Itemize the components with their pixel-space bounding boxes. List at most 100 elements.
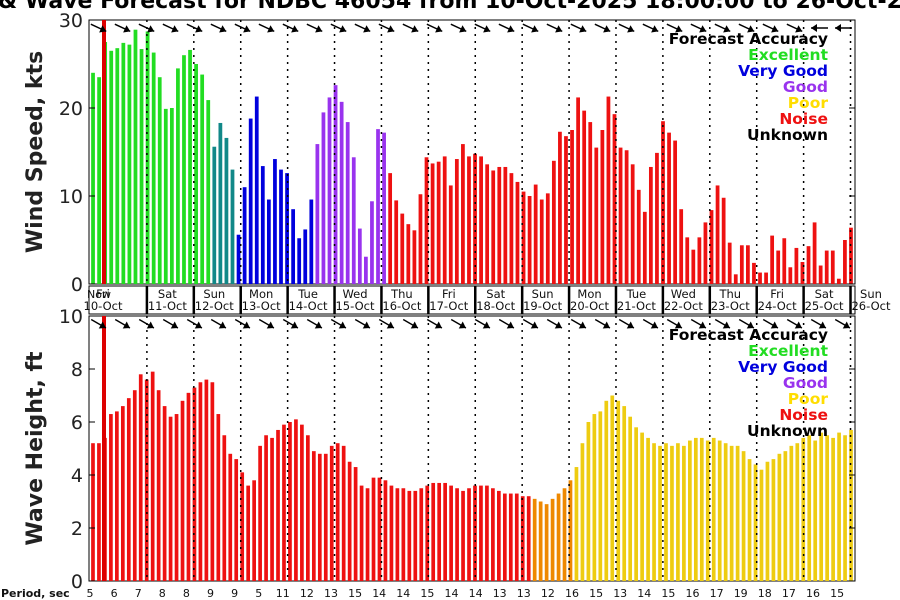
wave-legend-item: Excellent [748, 342, 828, 360]
wave-bar [604, 400, 609, 581]
wind-bar [145, 31, 150, 284]
wind-arrow-head [339, 25, 347, 33]
wave-bar [819, 432, 824, 581]
wind-bar [491, 170, 496, 284]
wave-arrow-head [242, 321, 250, 329]
chart-title: & Wave Forecast for NDBC 46054 from 10-O… [0, 0, 900, 14]
wave-bar [520, 496, 525, 581]
wind-day-name: Fri [442, 287, 456, 301]
wind-bar [376, 129, 380, 284]
wind-bar [133, 29, 138, 285]
wave-direction-arrow [138, 318, 155, 329]
wind-speed-panel: 0 10 20 30 Wind Speed, kts Forecast AccuracyE… [23, 10, 891, 315]
wave-bar [228, 453, 233, 581]
wind-direction-arrow [786, 23, 803, 33]
wave-bar [234, 459, 239, 581]
wave-ytick-label: 0 [71, 571, 83, 593]
wind-bar [285, 173, 289, 284]
wind-bar [588, 122, 593, 284]
wind-direction-arrow [234, 23, 251, 33]
wind-bar [109, 50, 114, 284]
wave-direction-arrow [426, 318, 443, 329]
wave-direction-arrow [690, 318, 707, 329]
wind-bar [436, 161, 441, 284]
wave-bar [550, 498, 555, 581]
wave-bar [634, 427, 638, 581]
wave-legend-item: Noise [779, 406, 828, 424]
wind-bar [545, 193, 550, 284]
wind-bar [394, 200, 399, 284]
wind-bar [121, 42, 126, 284]
wave-bar [759, 469, 764, 581]
period-value: 15 [589, 587, 603, 600]
period-value: 13 [493, 587, 507, 600]
wave-bar [186, 392, 191, 581]
wave-bar [693, 437, 698, 581]
wave-height-panel: 0 2 4 6 8 10 Wave Height, ft Forecast AccuracyE… [23, 306, 856, 593]
wave-bar [132, 390, 137, 581]
wave-bar [335, 443, 340, 581]
wind-bar [182, 55, 186, 285]
wind-direction-arrow [738, 23, 755, 33]
wave-ytick-label: 8 [71, 359, 83, 381]
wind-bar [824, 250, 829, 284]
wind-arrow-head [603, 25, 611, 33]
wave-bar [174, 414, 179, 581]
wave-bar [729, 445, 734, 581]
wave-bar [622, 406, 627, 581]
wind-day-name: Mon [577, 287, 601, 301]
period-value: 16 [686, 587, 700, 600]
wave-bar [126, 398, 131, 581]
wave-bar [455, 488, 459, 581]
wind-bar [648, 166, 653, 284]
wind-day-date: 16-Oct [382, 299, 421, 313]
wave-bar [282, 424, 286, 581]
wave-bar [264, 435, 268, 581]
wave-arrow-head [554, 321, 562, 329]
wind-now-label: Now [87, 288, 111, 301]
wave-bar [556, 493, 561, 581]
wind-arrow-head [363, 25, 371, 33]
wave-direction-arrow [522, 318, 539, 329]
wind-arrow-head [507, 25, 515, 33]
wind-day-date: 25-Oct [805, 299, 844, 313]
wave-legend-item: Unknown [747, 422, 828, 440]
wave-bar [646, 437, 650, 581]
wind-bar [636, 189, 641, 284]
wind-day-date: 14-Oct [289, 299, 328, 313]
wind-arrow-head [219, 25, 227, 33]
wind-bar [461, 144, 465, 284]
wind-day-date: 13-Oct [242, 299, 281, 313]
period-value: 18 [758, 587, 772, 600]
wind-bar [509, 173, 514, 284]
wind-arrow-head [795, 25, 803, 33]
wave-direction-arrow [666, 318, 683, 329]
wind-ytick-label: 30 [59, 10, 83, 32]
wind-bar [266, 199, 271, 284]
wave-bar [401, 488, 406, 581]
wave-bar [311, 451, 316, 581]
wind-bar [406, 224, 411, 284]
wind-day-date: 20-Oct [570, 299, 609, 313]
wave-arrow-head [98, 321, 106, 329]
wind-arrow-head [243, 25, 251, 33]
period-value: 12 [541, 587, 555, 600]
wind-bar [176, 68, 180, 285]
wave-bar [395, 488, 400, 581]
wave-arrow-head [602, 321, 610, 329]
wave-bar [807, 435, 812, 581]
wind-direction-arrow [835, 24, 852, 32]
wave-bar [371, 477, 376, 581]
wind-direction-arrow [522, 23, 539, 33]
period-value: 9 [207, 587, 214, 600]
wave-bar [688, 440, 692, 581]
wind-arrow-head [291, 25, 299, 33]
wind-arrow-head [675, 25, 683, 33]
wind-bar [618, 147, 623, 284]
wind-arrow-head [147, 25, 155, 33]
period-value: 8 [159, 587, 166, 600]
wind-direction-arrow [186, 23, 203, 33]
wind-bar [212, 146, 217, 284]
wind-bar [527, 196, 532, 284]
period-value: 13 [517, 587, 531, 600]
